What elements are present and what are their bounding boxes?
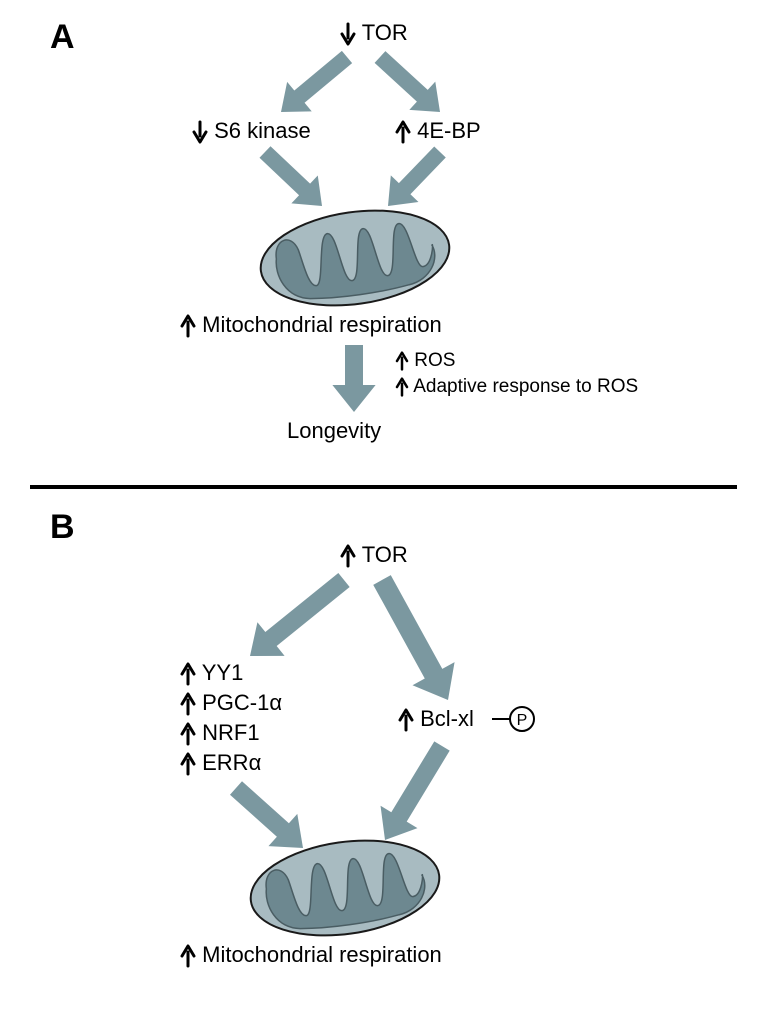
panelA-mitoresp-text: Mitochondrial respiration bbox=[202, 312, 442, 337]
panelB-nrf1: NRF1 bbox=[180, 720, 260, 746]
panelB-nrf1-text: NRF1 bbox=[202, 720, 259, 745]
diagram-canvas: P bbox=[0, 0, 767, 1019]
panelA-4ebp-text: 4E-BP bbox=[417, 118, 481, 143]
flow-arrow bbox=[230, 781, 303, 848]
panelA-ros-text: ROS bbox=[414, 350, 455, 371]
flow-arrow bbox=[381, 741, 450, 840]
panelA-longevity: Longevity bbox=[287, 418, 381, 444]
up-arrow-icon bbox=[340, 544, 356, 568]
flow-arrow bbox=[259, 146, 322, 206]
panelB-mitoresp: Mitochondrial respiration bbox=[180, 942, 442, 968]
panelB-pgc1a: PGC-1α bbox=[180, 690, 282, 716]
panelB-pgc1a-text: PGC-1α bbox=[202, 690, 282, 715]
panelB-yy1-text: YY1 bbox=[202, 660, 244, 685]
panelA-ros: ROS bbox=[395, 350, 455, 372]
panelB-bclxl: Bcl-xl bbox=[398, 706, 474, 732]
up-arrow-icon bbox=[180, 944, 196, 968]
panelA-4ebp: 4E-BP bbox=[395, 118, 481, 144]
up-arrow-icon bbox=[180, 722, 196, 746]
panelB-yy1: YY1 bbox=[180, 660, 243, 686]
panel-b-label: B bbox=[50, 508, 75, 547]
panel-divider bbox=[30, 485, 737, 489]
panelB-erra: ERRα bbox=[180, 750, 261, 776]
up-arrow-icon bbox=[395, 377, 409, 397]
flow-arrow bbox=[388, 146, 446, 206]
up-arrow-icon bbox=[180, 692, 196, 716]
flow-arrow bbox=[375, 51, 440, 112]
phospho-group: P bbox=[492, 707, 534, 731]
panelB-tor: TOR bbox=[340, 542, 408, 568]
flow-arrow bbox=[250, 573, 350, 656]
panelA-tor-text: TOR bbox=[362, 20, 408, 45]
flow-arrow bbox=[332, 345, 375, 412]
panelA-longevity-text: Longevity bbox=[287, 418, 381, 443]
up-arrow-icon bbox=[180, 314, 196, 338]
up-arrow-icon bbox=[395, 120, 411, 144]
down-arrow-icon bbox=[340, 22, 356, 46]
flow-arrow bbox=[373, 575, 454, 700]
panelB-bclxl-text: Bcl-xl bbox=[420, 706, 474, 731]
up-arrow-icon bbox=[180, 752, 196, 776]
panelB-mitoresp-text: Mitochondrial respiration bbox=[202, 942, 442, 967]
up-arrow-icon bbox=[395, 351, 409, 371]
up-arrow-icon bbox=[180, 662, 196, 686]
panelA-mitochondrion-icon bbox=[255, 199, 456, 317]
panelA-s6k: S6 kinase bbox=[192, 118, 311, 144]
panelA-mitoresp: Mitochondrial respiration bbox=[180, 312, 442, 338]
panel-a-label: A bbox=[50, 18, 75, 57]
panelA-tor: TOR bbox=[340, 20, 408, 46]
panelA-adaptive: Adaptive response to ROS bbox=[395, 376, 638, 398]
phospho-letter: P bbox=[517, 712, 528, 729]
panelA-s6k-text: S6 kinase bbox=[214, 118, 311, 143]
panelB-mitochondrion-icon bbox=[245, 829, 446, 947]
panelA-adaptive-text: Adaptive response to ROS bbox=[413, 376, 638, 397]
up-arrow-icon bbox=[398, 708, 414, 732]
flow-arrow bbox=[281, 51, 352, 112]
panelB-tor-text: TOR bbox=[362, 542, 408, 567]
panelB-erra-text: ERRα bbox=[202, 750, 261, 775]
down-arrow-icon bbox=[192, 120, 208, 144]
